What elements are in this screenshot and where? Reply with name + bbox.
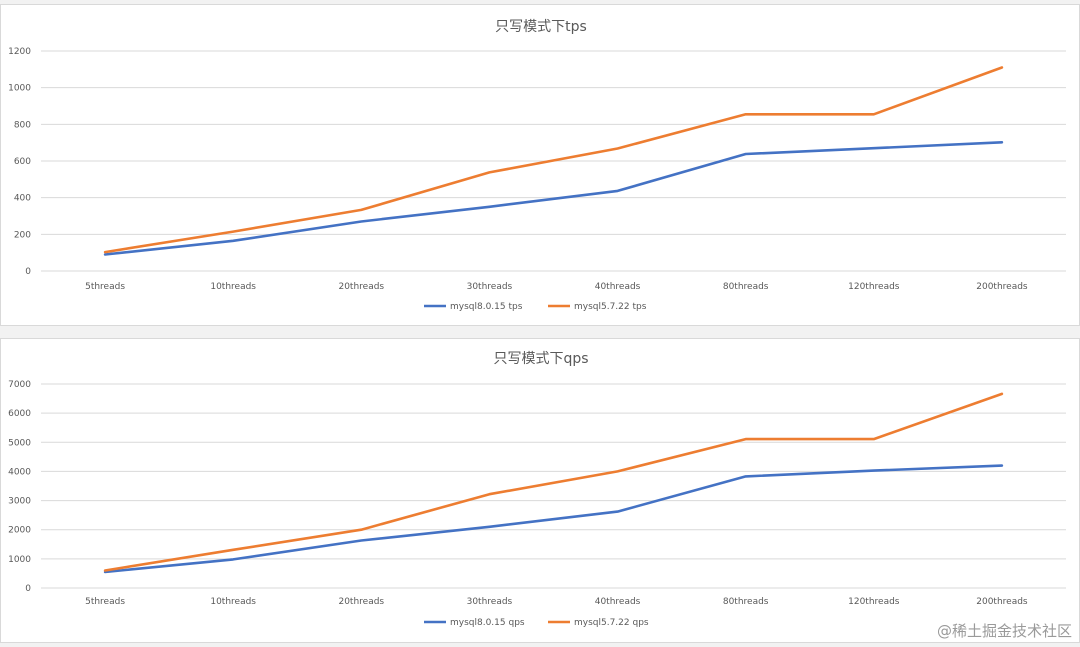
qps-y-tick-label: 6000	[8, 409, 31, 419]
tps-x-tick-label: 80threads	[723, 282, 769, 292]
qps-x-tick-label: 5threads	[85, 597, 125, 607]
qps-x-tick-label: 200threads	[976, 597, 1028, 607]
tps-y-tick-label: 600	[14, 157, 31, 167]
qps-y-tick-label: 7000	[8, 380, 31, 390]
tps-x-tick-label: 30threads	[467, 282, 513, 292]
tps-series-line-mysql57	[103, 66, 1004, 254]
qps-y-tick-label: 2000	[8, 526, 31, 536]
qps-x-tick-label: 120threads	[848, 597, 900, 607]
tps-legend-label: mysql5.7.22 tps	[574, 302, 647, 312]
tps-series-line-mysql8	[103, 141, 1004, 256]
qps-y-tick-label: 3000	[8, 497, 31, 507]
qps-chart-title: 只写模式下qps	[493, 351, 588, 367]
qps-legend-label: mysql8.0.15 qps	[450, 618, 525, 628]
qps-series-line-mysql8	[103, 464, 1004, 574]
qps-x-tick-label: 80threads	[723, 597, 769, 607]
qps-chart-panel: 只写模式下qps 0 1000 2000 3000 4000 5000 6000 7000 5th…	[0, 338, 1080, 643]
tps-y-tick-label: 1200	[8, 47, 31, 57]
tps-x-tick-label: 120threads	[848, 282, 900, 292]
tps-chart-panel: 只写模式下tps 0 200 400 600 800 1000 1200 5threads 10t…	[0, 4, 1080, 326]
qps-legend-label: mysql5.7.22 qps	[574, 618, 649, 628]
tps-y-tick-label: 1000	[8, 84, 31, 94]
tps-chart-title: 只写模式下tps	[495, 19, 587, 35]
tps-legend-label: mysql8.0.15 tps	[450, 302, 523, 312]
tps-y-tick-label: 0	[25, 267, 31, 277]
qps-series-line-mysql57	[103, 392, 1004, 572]
qps-y-tick-label: 4000	[8, 467, 31, 477]
qps-y-tick-label: 5000	[8, 438, 31, 448]
tps-x-tick-label: 5threads	[85, 282, 125, 292]
tps-x-tick-label: 10threads	[210, 282, 256, 292]
qps-y-tick-label: 1000	[8, 555, 31, 565]
qps-x-tick-label: 40threads	[595, 597, 641, 607]
qps-x-tick-label: 20threads	[338, 597, 384, 607]
tps-y-tick-label: 800	[14, 120, 31, 130]
qps-x-tick-label: 30threads	[467, 597, 513, 607]
qps-y-tick-label: 0	[25, 584, 31, 594]
tps-chart: 只写模式下tps 0 200 400 600 800 1000 1200 5threads 10t…	[8, 19, 1066, 312]
qps-x-tick-label: 10threads	[210, 597, 256, 607]
tps-x-tick-label: 40threads	[595, 282, 641, 292]
tps-y-tick-label: 400	[14, 194, 31, 204]
tps-x-tick-label: 20threads	[338, 282, 384, 292]
tps-y-tick-label: 200	[14, 230, 31, 240]
tps-x-tick-label: 200threads	[976, 282, 1028, 292]
qps-chart: 只写模式下qps 0 1000 2000 3000 4000 5000 6000 7000 5th…	[8, 351, 1066, 628]
watermark: @稀土掘金技术社区	[936, 622, 1072, 640]
